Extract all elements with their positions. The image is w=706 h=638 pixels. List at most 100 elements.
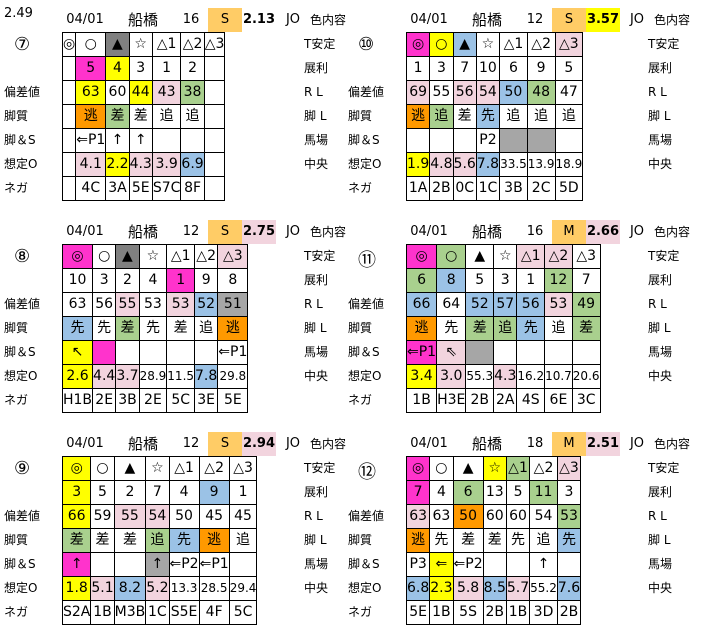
grid-cell: ◎ xyxy=(405,456,431,481)
left-label xyxy=(4,32,62,56)
grid-cell: ☆ xyxy=(145,456,170,481)
grid-row: 4C 3A 5E S7C 8F xyxy=(61,176,226,201)
grid-cell: 先 xyxy=(138,316,168,341)
right-label: 馬場 xyxy=(304,345,329,359)
race-header: 04/01 船橋 18 M 2.51 JO 色内容 xyxy=(406,432,706,456)
grid-cell: 47 xyxy=(554,80,584,105)
left-label: 脚質 xyxy=(4,321,29,335)
left-label: ネガ xyxy=(348,181,373,195)
grid-cell: 2 xyxy=(115,268,140,293)
right-label: 脚 L xyxy=(648,109,671,123)
grid-cell xyxy=(526,128,556,153)
right-label: 脚 L xyxy=(648,321,671,335)
grid-cell: 55.3 xyxy=(465,364,495,389)
grid-cell xyxy=(138,340,168,365)
grid-cell: 44 xyxy=(128,80,153,105)
right-label: T安定 xyxy=(304,249,336,263)
header-date: 04/01 xyxy=(410,224,448,239)
grid-cell: H3E xyxy=(436,388,467,413)
left-labels: 偏差値 脚質 脚＆S 想定O ネガ xyxy=(348,456,406,624)
right-label: 脚 L xyxy=(648,533,671,547)
grid-cell: 追 xyxy=(429,104,454,129)
grid-cell: 差 xyxy=(61,528,92,553)
right-label: 脚 L xyxy=(304,321,327,335)
race-header: 04/01 船橋 16 S 2.13 JO 色内容 xyxy=(62,8,362,32)
grid-cell: 4 xyxy=(168,480,200,505)
grid-cell: 3.0 xyxy=(436,364,467,389)
header-runner-count: 12 xyxy=(182,224,200,239)
header-header-label: 色内容 xyxy=(654,225,691,239)
grid-row: 逃先差追先追差 xyxy=(405,316,601,341)
grid-cell: 差 xyxy=(105,104,130,129)
left-label: 脚質 xyxy=(348,321,373,335)
grid-cell: △2 xyxy=(544,244,573,269)
header-runner-count: 16 xyxy=(526,224,544,239)
grid-cell: ○ xyxy=(429,456,454,481)
left-label: 脚質 xyxy=(4,109,29,123)
grid-cell: 追 xyxy=(529,528,558,553)
grid-cell: △1 xyxy=(166,244,196,269)
right-label: 脚 L xyxy=(304,533,327,547)
header-header-label: 色内容 xyxy=(310,225,347,239)
grid-row: 2.6 4.4 3.7 28.9 11.5 7.8 29.8 xyxy=(61,364,249,389)
grid-cell: 16.2 xyxy=(516,364,546,389)
grid-cell: 追 xyxy=(554,104,584,129)
race-grid: ◎ ○ ▲ ☆ △1 △2 △3 1 3 7 10 6 9 5 69 55 56 54 50 48 47 逃追差先追追追 P… xyxy=(405,32,584,201)
grid-cell: 49 xyxy=(571,292,601,317)
grid-cell: 7.8 xyxy=(194,364,219,389)
right-label: 展利 xyxy=(648,61,673,75)
left-label xyxy=(348,456,406,480)
grid-cell: 54 xyxy=(529,504,558,529)
left-label: 想定O xyxy=(4,581,38,595)
grid-cell: 追 xyxy=(493,316,518,341)
right-label: 馬場 xyxy=(304,133,329,147)
race-grid: ◎ ○ ▲ ☆ △1 △2 △3 7 4 6 13 5 11 3 63 63 50 60 60 54 53 逃先差差先追先… xyxy=(405,456,582,625)
grid-cell: ⇖ xyxy=(436,340,467,365)
grid-cell: 1B xyxy=(505,600,531,625)
header-date: 04/01 xyxy=(66,224,104,239)
grid-row: ◎ ○ ▲ ☆ △1 △2 △3 xyxy=(61,456,258,481)
grid-cell xyxy=(554,128,584,153)
right-label: T安定 xyxy=(648,37,680,51)
grid-cell: 60 xyxy=(105,80,130,105)
grid-cell: ◎ xyxy=(405,32,431,57)
grid-cell xyxy=(429,128,454,153)
left-label: 脚＆S xyxy=(348,345,380,359)
left-label: 脚質 xyxy=(4,533,29,547)
header-date: 04/01 xyxy=(410,436,448,451)
grid-cell: 4.1 xyxy=(75,152,107,177)
grid-cell: 54 xyxy=(475,80,501,105)
grid-cell: ○ xyxy=(90,456,115,481)
grid-cell: 8.5 xyxy=(482,576,507,601)
grid-cell xyxy=(92,340,117,365)
grid-cell xyxy=(516,340,546,365)
grid-row: ◎ ○ ▲ ☆ △1 △2 △3 xyxy=(405,456,582,481)
race-number: ⑨ xyxy=(14,458,31,479)
grid-row: ↖ ⇐P1 xyxy=(61,340,249,365)
grid-cell: 53 xyxy=(556,504,582,529)
grid-cell: 1 xyxy=(151,56,182,81)
grid-row: P3 ⇐ ⇐P2 ↑ xyxy=(405,552,582,577)
grid-cell: ⇐ xyxy=(429,552,454,577)
grid-cell: 9 xyxy=(198,480,230,505)
grid-cell: ↑ xyxy=(105,128,130,153)
left-label: ネガ xyxy=(4,181,29,195)
grid-row: 69 55 56 54 50 48 47 xyxy=(405,80,584,105)
left-label: 想定O xyxy=(4,157,38,171)
header-pre: 2.49 xyxy=(4,6,33,21)
grid-cell: ◎ xyxy=(61,32,77,57)
grid-row: P2 xyxy=(405,128,584,153)
grid-cell: ↑ xyxy=(128,128,153,153)
header-score: 3.57 xyxy=(586,8,620,32)
grid-cell: 1 xyxy=(516,268,546,293)
grid-cell: ⇐P1 xyxy=(405,340,438,365)
right-label: T安定 xyxy=(304,37,336,51)
header-header-label: 色内容 xyxy=(310,437,347,451)
header-venue: 船橋 xyxy=(471,223,502,241)
grid-cell: 先 xyxy=(429,528,454,553)
right-label: 展利 xyxy=(304,273,329,287)
grid-cell: 60 xyxy=(482,504,507,529)
grid-cell: P2 xyxy=(475,128,501,153)
